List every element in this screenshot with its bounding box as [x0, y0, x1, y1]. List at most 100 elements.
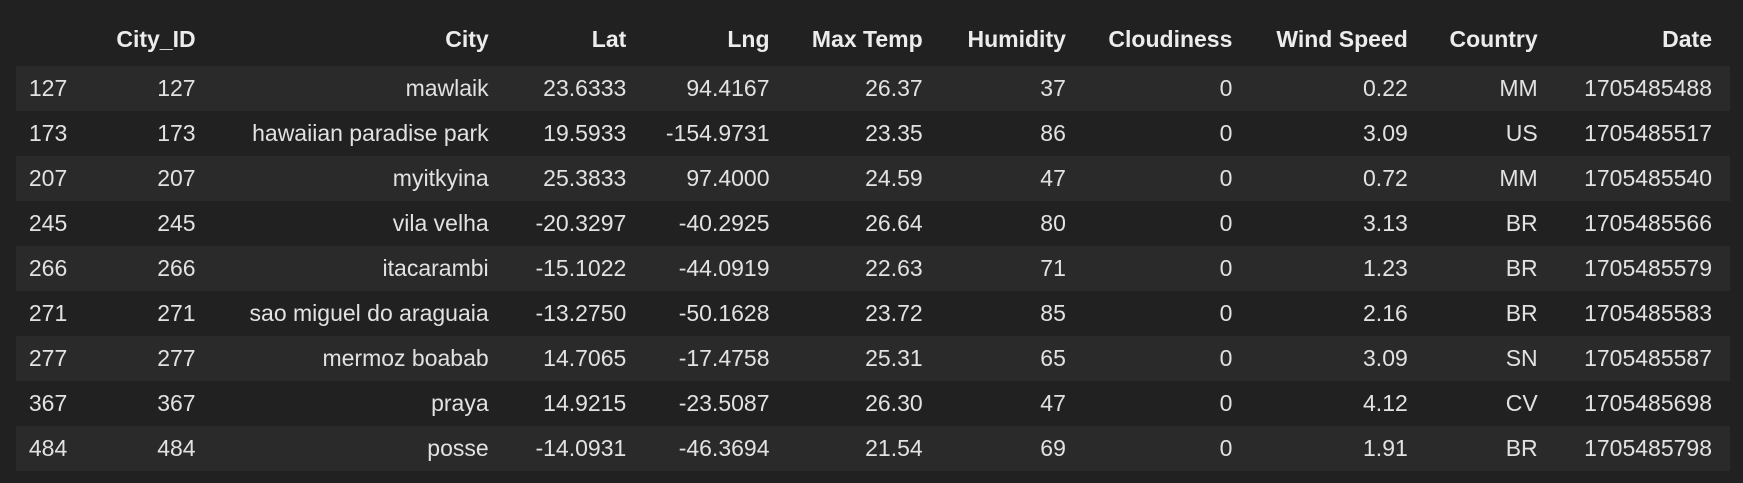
table-row: 271 271 sao miguel do araguaia -13.2750 -50.…	[16, 291, 1730, 336]
header-index	[16, 13, 90, 66]
max-temp-cell: 22.63	[787, 246, 941, 291]
humidity-cell: 47	[940, 156, 1084, 201]
lat-cell: 25.3833	[506, 156, 645, 201]
header-max-temp: Max Temp	[787, 13, 941, 66]
country-cell: BR	[1425, 201, 1556, 246]
country-cell: BR	[1425, 246, 1556, 291]
wind-speed-cell: 1.91	[1250, 426, 1426, 471]
wind-speed-cell: 2.16	[1250, 291, 1426, 336]
wind-speed-cell: 0.72	[1250, 156, 1426, 201]
row-index: 173	[16, 111, 90, 156]
city-id-cell: 367	[89, 381, 214, 426]
lat-cell: 14.7065	[506, 336, 645, 381]
lng-cell: -17.4758	[644, 336, 788, 381]
header-country: Country	[1425, 13, 1556, 66]
table-row: 277 277 mermoz boabab 14.7065 -17.4758 25.31 6…	[16, 336, 1730, 381]
max-temp-cell: 23.72	[787, 291, 941, 336]
city-cell: hawaiian paradise park	[213, 111, 507, 156]
country-cell: BR	[1425, 426, 1556, 471]
table-row: 173 173 hawaiian paradise park 19.5933 -154.…	[16, 111, 1730, 156]
humidity-cell: 65	[940, 336, 1084, 381]
cloudiness-cell: 0	[1083, 381, 1251, 426]
cloudiness-cell: 0	[1083, 156, 1251, 201]
row-index: 266	[16, 246, 90, 291]
max-temp-cell: 26.37	[787, 66, 941, 111]
lat-cell: 14.9215	[506, 381, 645, 426]
table-row: 207 207 myitkyina 25.3833 97.4000 24.59 47 0 0.7…	[16, 156, 1730, 201]
date-cell: 1705485587	[1555, 336, 1730, 381]
humidity-cell: 69	[940, 426, 1084, 471]
table-row: 266 266 itacarambi -15.1022 -44.0919 22.63 71 0…	[16, 246, 1730, 291]
lat-cell: 19.5933	[506, 111, 645, 156]
dataframe-table: City_ID City Lat Lng Max Temp Humidity C…	[16, 13, 1730, 471]
city-cell: itacarambi	[213, 246, 507, 291]
wind-speed-cell: 3.13	[1250, 201, 1426, 246]
date-cell: 1705485583	[1555, 291, 1730, 336]
header-lng: Lng	[644, 13, 788, 66]
lat-cell: 23.6333	[506, 66, 645, 111]
lng-cell: 97.4000	[644, 156, 788, 201]
humidity-cell: 71	[940, 246, 1084, 291]
date-cell: 1705485798	[1555, 426, 1730, 471]
country-cell: MM	[1425, 156, 1556, 201]
city-id-cell: 207	[89, 156, 214, 201]
row-index: 207	[16, 156, 90, 201]
city-id-cell: 127	[89, 66, 214, 111]
row-index: 271	[16, 291, 90, 336]
table-row: 367 367 praya 14.9215 -23.5087 26.30 47 0 4.12 CV…	[16, 381, 1730, 426]
header-city: City	[213, 13, 507, 66]
country-cell: MM	[1425, 66, 1556, 111]
wind-speed-cell: 0.22	[1250, 66, 1426, 111]
city-id-cell: 245	[89, 201, 214, 246]
country-cell: BR	[1425, 291, 1556, 336]
wind-speed-cell: 3.09	[1250, 336, 1426, 381]
cloudiness-cell: 0	[1083, 291, 1251, 336]
city-cell: myitkyina	[213, 156, 507, 201]
city-id-cell: 266	[89, 246, 214, 291]
lat-cell: -14.0931	[506, 426, 645, 471]
lat-cell: -13.2750	[506, 291, 645, 336]
header-row: City_ID City Lat Lng Max Temp Humidity C…	[16, 13, 1730, 66]
header-cloudiness: Cloudiness	[1083, 13, 1251, 66]
table-row: 127 127 mawlaik 23.6333 94.4167 26.37 37 0 0.22 M…	[16, 66, 1730, 111]
row-index: 484	[16, 426, 90, 471]
city-cell: vila velha	[213, 201, 507, 246]
city-cell: mermoz boabab	[213, 336, 507, 381]
lng-cell: -23.5087	[644, 381, 788, 426]
city-cell: mawlaik	[213, 66, 507, 111]
cloudiness-cell: 0	[1083, 336, 1251, 381]
humidity-cell: 86	[940, 111, 1084, 156]
lat-cell: -15.1022	[506, 246, 645, 291]
date-cell: 1705485698	[1555, 381, 1730, 426]
header-humidity: Humidity	[940, 13, 1084, 66]
country-cell: CV	[1425, 381, 1556, 426]
lng-cell: -40.2925	[644, 201, 788, 246]
date-cell: 1705485517	[1555, 111, 1730, 156]
wind-speed-cell: 4.12	[1250, 381, 1426, 426]
city-id-cell: 173	[89, 111, 214, 156]
country-cell: US	[1425, 111, 1556, 156]
humidity-cell: 47	[940, 381, 1084, 426]
cloudiness-cell: 0	[1083, 66, 1251, 111]
date-cell: 1705485579	[1555, 246, 1730, 291]
city-cell: praya	[213, 381, 507, 426]
max-temp-cell: 26.30	[787, 381, 941, 426]
lng-cell: -46.3694	[644, 426, 788, 471]
city-id-cell: 271	[89, 291, 214, 336]
row-index: 367	[16, 381, 90, 426]
city-cell: posse	[213, 426, 507, 471]
max-temp-cell: 24.59	[787, 156, 941, 201]
city-id-cell: 277	[89, 336, 214, 381]
lng-cell: -154.9731	[644, 111, 788, 156]
header-lat: Lat	[506, 13, 645, 66]
header-city-id: City_ID	[89, 13, 214, 66]
row-index: 127	[16, 66, 90, 111]
max-temp-cell: 26.64	[787, 201, 941, 246]
cloudiness-cell: 0	[1083, 201, 1251, 246]
table-row: 484 484 posse -14.0931 -46.3694 21.54 69 0 1.91 B…	[16, 426, 1730, 471]
lng-cell: 94.4167	[644, 66, 788, 111]
row-index: 245	[16, 201, 90, 246]
header-date: Date	[1555, 13, 1730, 66]
date-cell: 1705485566	[1555, 201, 1730, 246]
